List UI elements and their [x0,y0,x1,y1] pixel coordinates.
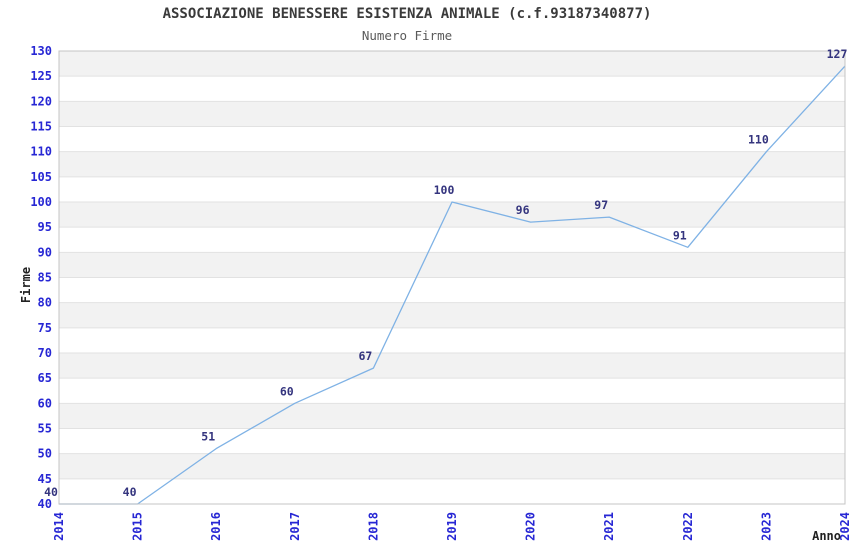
chart-subtitle: Numero Firme [362,28,452,43]
x-axis-tick-labels: 2014 2015 2016 2017 2018 2019 2020 2021 2022 2023… [52,512,850,541]
y-tick-label: 75 [38,321,52,335]
plot-band [59,252,845,278]
plot-band [59,101,845,127]
y-axis-title: Firme [19,267,33,303]
y-tick-label: 40 [38,497,52,511]
data-point-label: 110 [748,133,769,147]
data-point-label: 60 [280,384,294,398]
data-point-labels: 40 40 51 60 67 100 96 97 91 110 127 [44,47,847,499]
y-tick-label: 130 [30,44,52,58]
data-point-label: 100 [434,183,455,197]
y-tick-label: 45 [38,472,52,486]
x-tick-label: 2024 [838,512,850,541]
x-tick-label: 2017 [288,512,302,541]
x-axis-title: Anno [812,529,841,543]
y-tick-label: 85 [38,271,52,285]
x-tick-label: 2020 [524,512,538,541]
y-tick-label: 70 [38,346,52,360]
x-tick-label: 2022 [681,512,695,541]
y-tick-label: 55 [38,422,52,436]
x-tick-label: 2015 [131,512,145,541]
data-point-label: 127 [827,47,848,61]
y-tick-label: 115 [30,120,52,134]
y-tick-label: 90 [38,245,52,259]
chart-title: ASSOCIAZIONE BENESSERE ESISTENZA ANIMALE… [163,6,652,22]
y-tick-label: 100 [30,195,52,209]
plot-band [59,202,845,228]
plot-band [59,353,845,379]
data-point-label: 91 [673,228,687,242]
plot-border [58,50,846,505]
data-point-label: 67 [358,349,372,363]
plot-gridlines [59,75,845,480]
data-line [59,65,846,505]
y-tick-label: 110 [30,145,52,159]
y-tick-label: 65 [38,371,52,385]
y-tick-label: 105 [30,170,52,184]
y-tick-label: 50 [38,447,52,461]
plot-band [59,151,845,177]
x-tick-label: 2018 [366,512,380,541]
plot-band [59,403,845,429]
data-point-label: 96 [516,203,530,217]
y-tick-label: 60 [38,396,52,410]
x-tick-label: 2021 [602,512,616,541]
y-tick-label: 80 [38,296,52,310]
y-axis-tick-labels: 40 45 50 55 60 65 70 75 80 85 90 95 100 105 110 115 120 1… [30,44,52,511]
x-tick-label: 2023 [759,512,773,541]
data-point-label: 40 [123,485,137,499]
y-tick-label: 120 [30,94,52,108]
plot-band [59,302,845,328]
data-point-label: 97 [594,198,608,212]
data-point-label: 40 [44,485,58,499]
plot-band [59,453,845,479]
x-tick-label: 2019 [445,512,459,541]
x-tick-label: 2014 [52,512,66,541]
plot-series [59,65,846,505]
plot-band [59,51,845,77]
x-tick-label: 2016 [209,512,223,541]
plot-bands [59,51,845,479]
y-tick-label: 95 [38,220,52,234]
y-tick-label: 125 [30,69,52,83]
data-point-label: 51 [201,430,215,444]
